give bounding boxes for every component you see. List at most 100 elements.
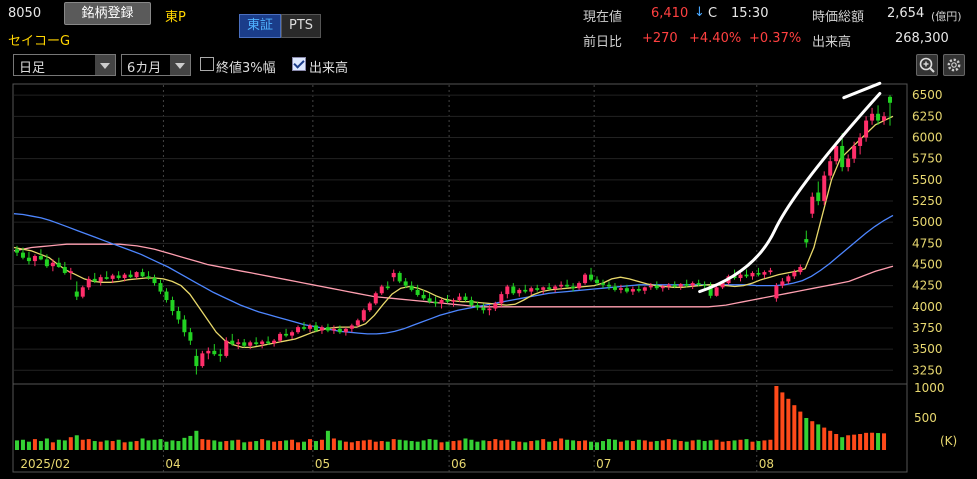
volume-bar	[511, 441, 516, 450]
volume-bar	[595, 442, 600, 450]
price-tick-label: 5500	[912, 173, 943, 187]
volume-bar	[397, 439, 402, 450]
volume-bar	[266, 440, 271, 450]
candle-body	[331, 328, 336, 331]
candle-body	[690, 283, 695, 286]
candle-body	[104, 277, 109, 279]
candle-body	[547, 287, 552, 290]
candle-body	[660, 286, 665, 289]
volume-bar	[421, 440, 426, 450]
candle-body	[302, 327, 307, 329]
volume-bar	[302, 441, 307, 450]
volume-bar	[612, 439, 617, 450]
candle-body	[26, 257, 31, 262]
volume-bar	[690, 440, 695, 450]
candle-body	[415, 289, 420, 295]
volume-bar	[642, 440, 647, 450]
period-select[interactable]: 6カ月	[121, 54, 191, 76]
price-tick-label: 3500	[912, 342, 943, 356]
change-percent: +4.40%	[689, 31, 742, 46]
exchange-tabs: 東証 PTS	[239, 14, 322, 38]
candle-body	[427, 298, 432, 302]
price-tick-label: 5250	[912, 194, 943, 208]
candle-body	[373, 293, 378, 304]
volume-bar	[224, 441, 229, 450]
volume-bar	[738, 439, 743, 450]
volume-bar	[774, 386, 779, 450]
volume-bar	[636, 439, 641, 450]
candle-body	[696, 283, 701, 285]
period-select-value: 6カ月	[127, 61, 162, 76]
zoom-button[interactable]	[916, 54, 938, 76]
volume-bar	[146, 440, 151, 450]
candle-body	[738, 274, 743, 279]
volume-bar	[756, 441, 761, 450]
volume-bar	[780, 392, 785, 450]
candle-body	[870, 113, 875, 121]
close-3pct-checkbox[interactable]	[200, 57, 214, 71]
candle-body	[463, 296, 468, 301]
volume-bar	[834, 434, 839, 450]
volume-bar	[876, 433, 881, 450]
volume-bar	[373, 441, 378, 450]
volume-bar	[475, 441, 480, 450]
candle-body	[38, 256, 43, 260]
trend-annotation	[698, 81, 882, 294]
candle-body	[224, 340, 229, 356]
volume-checkbox[interactable]	[292, 57, 306, 71]
interval-select[interactable]: 日足	[13, 54, 116, 76]
candle-body	[110, 275, 115, 279]
volume-bars	[14, 386, 887, 450]
volume-bar	[457, 440, 462, 450]
candle-body	[702, 284, 707, 286]
candle-body	[319, 327, 324, 331]
volume-bar	[541, 439, 546, 450]
tab-tse[interactable]: 東証	[239, 14, 282, 38]
volume-bar	[487, 441, 492, 450]
interval-select-value: 日足	[19, 61, 46, 76]
candle-body	[876, 113, 881, 121]
candle-body	[780, 281, 785, 286]
volume-bar	[654, 441, 659, 450]
candle-body	[523, 289, 528, 292]
volume-bar	[200, 439, 205, 450]
volume-bar	[792, 405, 797, 450]
candle-body	[828, 161, 833, 176]
volume-bar	[559, 438, 564, 450]
candle-body	[589, 274, 594, 280]
candle-body	[642, 287, 647, 291]
candle-body	[786, 276, 791, 282]
volume-bar	[272, 441, 277, 450]
candle-body	[50, 262, 55, 267]
candle-body	[888, 96, 893, 103]
candle-body	[403, 281, 408, 286]
settings-button[interactable]	[943, 54, 965, 76]
axis-labels: 2025/02 04 05 06 07 08 3250 3500 3750 4000 4250 450…	[20, 88, 957, 471]
candle-body	[864, 120, 869, 138]
candle-body	[86, 278, 91, 288]
volume-bar	[248, 441, 253, 450]
candle-body	[361, 310, 366, 321]
change-label: 前日比	[583, 35, 623, 50]
candle-body	[816, 192, 821, 201]
candle-body	[230, 340, 235, 345]
tab-pts[interactable]: PTS	[281, 14, 322, 38]
volume-bar	[176, 441, 181, 450]
volume-bar	[822, 427, 827, 450]
volume-bar	[50, 442, 55, 450]
candle-body	[804, 239, 809, 243]
candle-body	[517, 289, 522, 294]
candle-body	[397, 272, 402, 282]
price-tick-label: 5750	[912, 152, 943, 166]
volume-bar	[254, 441, 259, 450]
watchlist-register-button[interactable]: 銘柄登録	[64, 2, 151, 25]
stock-code: 8050	[8, 6, 42, 21]
volume-bar	[188, 435, 193, 450]
candle-body	[493, 303, 498, 309]
candle-body	[756, 272, 761, 275]
candle-body	[840, 145, 845, 168]
candle-body	[577, 283, 582, 289]
candle-body	[98, 277, 103, 282]
moving-averages	[13, 115, 894, 349]
